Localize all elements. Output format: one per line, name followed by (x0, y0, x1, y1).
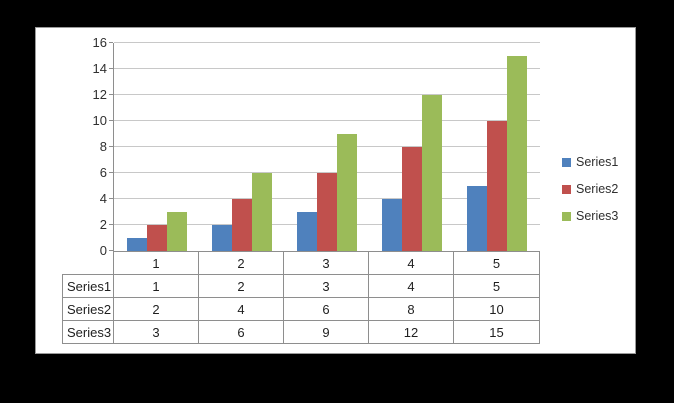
legend-item-series2: Series2 (562, 182, 618, 196)
plot-area (109, 42, 540, 252)
table-category-header-1: 1 (113, 251, 199, 275)
y-axis-label-4: 4 (99, 191, 107, 206)
table-row-series2: Series2 2 4 6 8 10 (62, 297, 540, 321)
table-cell-series2-cat2: 4 (198, 297, 284, 321)
table-category-header-2: 2 (198, 251, 284, 275)
bar-series2-cat4 (402, 147, 423, 251)
table-row-header-series1: Series1 (62, 274, 114, 298)
gridline-y-14 (114, 68, 540, 69)
bar-series1-cat3 (296, 212, 317, 251)
y-axis-label-12: 12 (92, 87, 107, 102)
y-axis-label-8: 8 (99, 139, 107, 154)
legend-swatch-series2 (562, 184, 571, 194)
y-axis-tick-12 (109, 94, 113, 95)
bar-series2-cat5 (487, 121, 508, 251)
gridline-y-12 (114, 94, 540, 95)
bar-series3-cat2 (251, 173, 272, 251)
gridline-y-6 (114, 172, 540, 173)
gridline-y-8 (114, 146, 540, 147)
gridline-y-10 (114, 120, 540, 121)
bar-series3-cat5 (507, 56, 528, 251)
y-axis-label-16: 16 (92, 35, 107, 50)
table-cell-series3-cat5: 15 (453, 320, 540, 344)
bar-series1-cat2 (211, 225, 232, 251)
table-cell-series2-cat1: 2 (113, 297, 199, 321)
table-cell-series1-cat1: 1 (113, 274, 199, 298)
table-cell-series3-cat4: 12 (368, 320, 454, 344)
legend-item-series1: Series1 (562, 155, 618, 169)
legend-label-series3: Series3 (576, 209, 619, 223)
bar-series3-cat3 (337, 134, 358, 251)
bar-series2-cat2 (231, 199, 252, 251)
table-cell-series2-cat5: 10 (453, 297, 540, 321)
y-axis-label-6: 6 (99, 165, 107, 180)
table-cell-series3-cat1: 3 (113, 320, 199, 344)
table-category-header-3: 3 (283, 251, 369, 275)
y-axis-label-14: 14 (92, 61, 107, 76)
legend-item-series3: Series3 (562, 209, 618, 223)
y-axis-tick-10 (109, 120, 113, 121)
legend-swatch-series1 (562, 157, 571, 167)
y-axis-label-10: 10 (92, 113, 107, 128)
bar-series3-cat4 (422, 95, 443, 251)
bar-series3-cat1 (166, 212, 187, 251)
y-axis-tick-0 (109, 250, 113, 251)
table-cell-series3-cat3: 9 (283, 320, 369, 344)
y-axis-tick-2 (109, 224, 113, 225)
y-axis-tick-6 (109, 172, 113, 173)
table-category-header-5: 5 (453, 251, 540, 275)
table-blank-cell (63, 252, 114, 275)
bar-series2-cat3 (316, 173, 338, 251)
table-cell-series1-cat2: 2 (198, 274, 284, 298)
y-axis-tick-14 (109, 68, 113, 69)
legend-label-series2: Series2 (576, 182, 619, 196)
y-axis-label-0: 0 (99, 243, 107, 258)
table-cell-series1-cat4: 4 (368, 274, 454, 298)
table-cell-series2-cat3: 6 (283, 297, 369, 321)
data-table: 1 2 3 4 5 Series1 1 2 3 4 5 Series2 2 4 6 8 10 Series3 3 6 9… (62, 251, 540, 344)
y-axis-tick-16 (109, 42, 113, 43)
table-cell-series2-cat4: 8 (368, 297, 454, 321)
table-cell-series3-cat2: 6 (198, 320, 284, 344)
legend-label-series1: Series1 (576, 155, 619, 169)
y-axis-label-2: 2 (99, 217, 107, 232)
y-axis-tick-4 (109, 198, 113, 199)
table-row-series3: Series3 3 6 9 12 15 (62, 320, 540, 344)
table-row-series1: Series1 1 2 3 4 5 (62, 274, 540, 298)
table-cell-series1-cat3: 3 (283, 274, 369, 298)
legend: Series1 Series2 Series3 (562, 155, 618, 223)
bar-series1-cat5 (467, 186, 488, 251)
table-row-header-series3: Series3 (62, 320, 114, 344)
bar-series1-cat1 (126, 238, 147, 251)
table-cell-series1-cat5: 5 (453, 274, 540, 298)
bar-series2-cat1 (146, 225, 167, 251)
y-axis-tick-8 (109, 146, 113, 147)
table-row-header-series2: Series2 (62, 297, 114, 321)
bar-series1-cat4 (382, 199, 403, 251)
legend-swatch-series3 (562, 211, 571, 221)
table-category-header-4: 4 (368, 251, 454, 275)
gridline-y-16 (114, 42, 540, 43)
